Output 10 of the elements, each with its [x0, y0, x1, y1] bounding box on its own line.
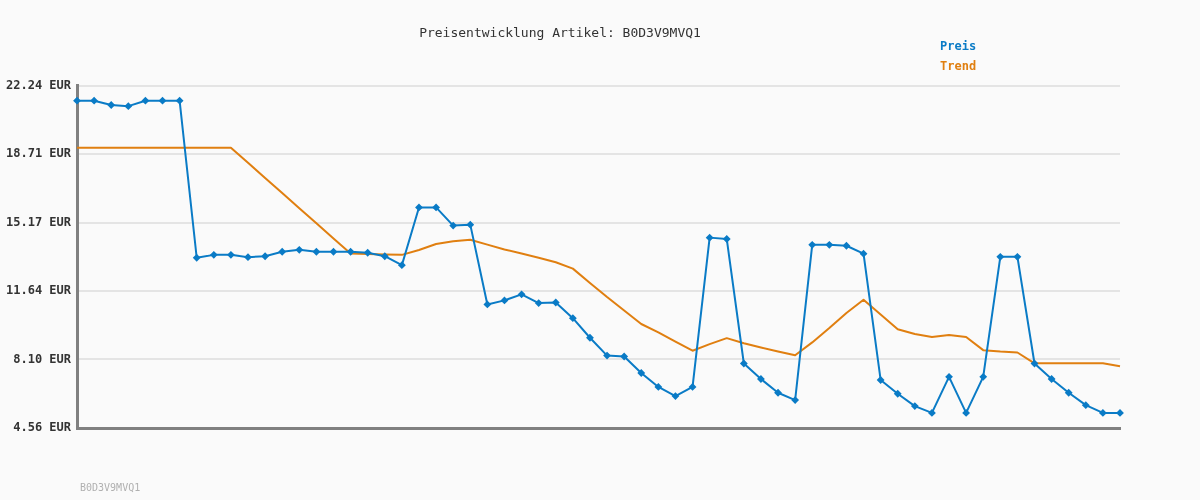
y-tick-label: 11.64 EUR — [5, 283, 72, 298]
y-tick-label: 15.17 EUR — [5, 214, 72, 229]
text: B0D3V9MVQ1 — [80, 481, 141, 493]
chart-title: Preisentwicklung Artikel: B0D3V9MVQ1 — [419, 25, 701, 41]
y-tick-label: 22.24 EUR — [5, 77, 72, 92]
y-tick-label: 8.10 EUR — [13, 351, 72, 366]
text: Trend — [940, 59, 977, 74]
text: Preis — [940, 39, 977, 54]
y-tick-label: 18.71 EUR — [5, 146, 72, 161]
y-tick-label: 4.56 EUR — [13, 420, 72, 435]
